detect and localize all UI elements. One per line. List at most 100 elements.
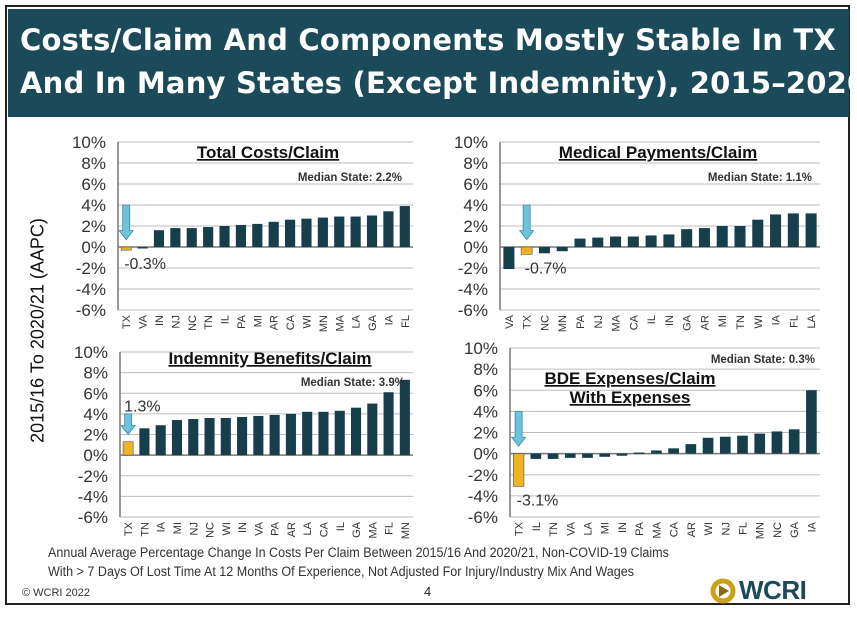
bar-ga (350, 407, 362, 456)
y-tick-label: 2% (81, 217, 106, 236)
x-tick-label: LA (583, 521, 595, 535)
y-tick-label: 6% (463, 175, 488, 194)
bar-ar (698, 228, 710, 247)
bar-pa (574, 238, 586, 247)
bar-nc (204, 418, 215, 456)
bar-il (645, 235, 657, 247)
chart-title: BDE Expenses/Claim (544, 369, 715, 388)
bar-va (137, 247, 148, 249)
y-tick-label: -2% (76, 259, 106, 278)
y-tick-label: 10% (454, 133, 488, 152)
x-tick-label: TN (548, 522, 560, 537)
x-tick-label: AR (686, 522, 698, 537)
x-tick-label: LA (351, 314, 363, 328)
x-tick-label: CA (628, 314, 640, 330)
bar-va (503, 247, 515, 270)
highlight-value-label: -0.7% (525, 260, 567, 277)
y-tick-label: 0% (83, 446, 108, 465)
x-tick-label: MN (755, 522, 767, 539)
x-tick-label: TX (123, 521, 135, 536)
x-tick-label: VA (138, 314, 150, 329)
x-tick-label: MI (252, 315, 264, 327)
x-tick-label: VA (504, 314, 516, 329)
median-state-annotation: Median State: 3.9% (301, 377, 405, 389)
chart-title-line2: With Expenses (570, 388, 691, 407)
highlight-arrow-icon (518, 204, 535, 241)
bar-ia (155, 425, 166, 456)
y-tick-label: 4% (81, 196, 106, 215)
chart-title: Medical Payments/Claim (559, 143, 757, 162)
x-tick-label: MI (600, 522, 612, 534)
bar-mi (252, 223, 263, 247)
bar-mi (171, 420, 183, 456)
median-state-annotation: Median State: 1.1% (708, 172, 812, 184)
bar-ca (318, 411, 329, 456)
y-tick-label: 10% (74, 343, 108, 362)
bar-nj (592, 237, 604, 247)
bar-nc (771, 431, 783, 454)
footnote: Annual Average Percentage Change In Cost… (48, 543, 669, 581)
slide-frame (5, 5, 850, 605)
bar-la (805, 213, 817, 247)
x-tick-label: WI (301, 315, 313, 328)
x-tick-label: LA (302, 521, 314, 535)
x-tick-label: IA (771, 314, 783, 325)
x-tick-label: IN (617, 522, 629, 533)
bar-il (219, 226, 230, 247)
y-tick-label: 6% (473, 381, 498, 400)
bar-wi (301, 218, 312, 247)
y-tick-label: -4% (468, 487, 498, 506)
x-tick-label: NJ (188, 522, 200, 535)
bar-ar (285, 413, 296, 456)
title-banner: Costs/Claim And Components Mostly Stable… (8, 9, 857, 117)
y-tick-label: 4% (83, 405, 108, 424)
bar-ar (268, 221, 279, 247)
x-tick-label: MN (400, 522, 412, 539)
y-tick-label: 2% (473, 424, 498, 443)
bar-nc (186, 228, 197, 247)
bar-ia (770, 214, 782, 247)
x-tick-label: AR (269, 315, 281, 330)
x-tick-label: CA (318, 521, 330, 537)
x-tick-label: MA (651, 521, 663, 538)
bar-mn (754, 433, 766, 454)
y-tick-label: -6% (468, 508, 498, 527)
bar-nc (538, 247, 550, 254)
y-tick-label: 10% (72, 133, 106, 152)
bar-tx (122, 441, 134, 456)
x-tick-label: NC (205, 522, 217, 538)
bar-mn (317, 217, 328, 247)
bar-in (153, 230, 165, 247)
bar-il (334, 410, 345, 456)
x-tick-label: MN (318, 315, 330, 332)
slide-title-line1: Costs/Claim And Components Mostly Stable… (20, 23, 836, 57)
bar-tn (139, 428, 150, 456)
chart-title: Total Costs/Claim (197, 143, 339, 162)
x-tick-label: NJ (720, 522, 732, 535)
x-tick-label: IN (664, 315, 676, 326)
x-tick-label: MA (334, 314, 346, 331)
x-tick-label: PA (236, 314, 248, 329)
y-tick-label: -2% (458, 259, 488, 278)
x-tick-label: GA (351, 521, 363, 538)
median-state-annotation: Median State: 0.3% (711, 354, 815, 366)
x-tick-label: IA (156, 521, 168, 532)
highlight-arrow-icon (120, 413, 136, 436)
bar-mi (716, 226, 728, 247)
slide-title-line2: And In Many States (Except Indemnity), 2… (20, 66, 857, 100)
x-tick-label: FL (738, 522, 750, 535)
y-tick-label: 4% (463, 196, 488, 215)
x-tick-label: PA (634, 521, 646, 536)
bar-wi (220, 418, 231, 456)
bar-tn (203, 227, 214, 247)
y-tick-label: 8% (83, 364, 108, 383)
bar-il (530, 453, 542, 459)
x-tick-label: WI (703, 522, 715, 535)
bar-la (582, 453, 593, 458)
y-tick-label: 8% (81, 154, 106, 173)
copyright: © WCRI 2022 (22, 587, 91, 599)
x-tick-label: VA (253, 521, 265, 536)
wcri-logo-icon (710, 578, 736, 603)
bar-tn (734, 226, 746, 247)
